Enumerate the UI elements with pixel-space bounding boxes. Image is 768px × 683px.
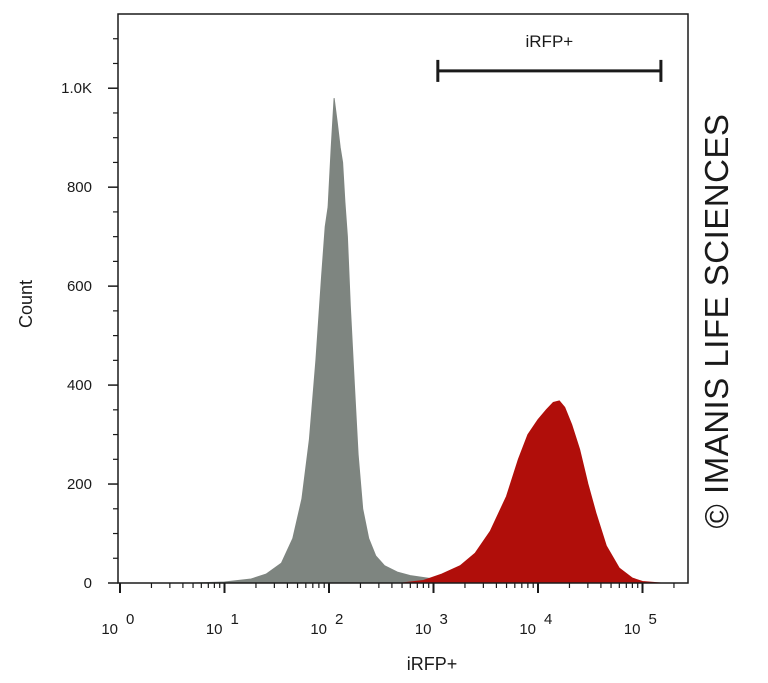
x-tick-base-5: 10 [624,621,641,638]
gate: iRFP+ [436,32,663,82]
x-tick-exponent-5: 5 [649,611,657,628]
y-tick-label-4: 800 [67,179,92,196]
y-tick-label-2: 400 [67,377,92,394]
plot-area: iRFP+ [117,13,689,584]
x-axis: 10 0 10 1 10 2 10 3 10 4 10 5 [101,583,675,638]
x-tick-exponent-4: 4 [544,611,552,628]
x-axis-title: iRFP+ [407,654,458,674]
x-tick-base-3: 10 [415,621,432,638]
series-area-2 [401,400,661,584]
plot-frame [117,13,689,584]
x-tick-base-4: 10 [519,621,536,638]
series-area-1 [118,98,661,584]
x-tick-base-0: 10 [101,621,118,638]
y-tick-label-5: 1.0K [61,80,92,97]
x-tick-exponent-1: 1 [231,611,239,628]
gate-label: iRFP+ [526,32,574,51]
x-tick-base-2: 10 [310,621,327,638]
y-tick-label-0: 0 [84,575,92,592]
y-axis-title: Count [16,280,36,328]
series-layer [118,98,661,584]
watermark: © IMANIS LIFE SCIENCES [698,114,735,529]
y-axis: 0 200 400 600 800 1.0K [61,38,118,592]
x-tick-exponent-0: 0 [126,611,134,628]
y-tick-label-1: 200 [67,476,92,493]
x-tick-exponent-2: 2 [335,611,343,628]
x-tick-exponent-3: 3 [440,611,448,628]
y-tick-label-3: 600 [67,278,92,295]
x-tick-base-1: 10 [206,621,223,638]
